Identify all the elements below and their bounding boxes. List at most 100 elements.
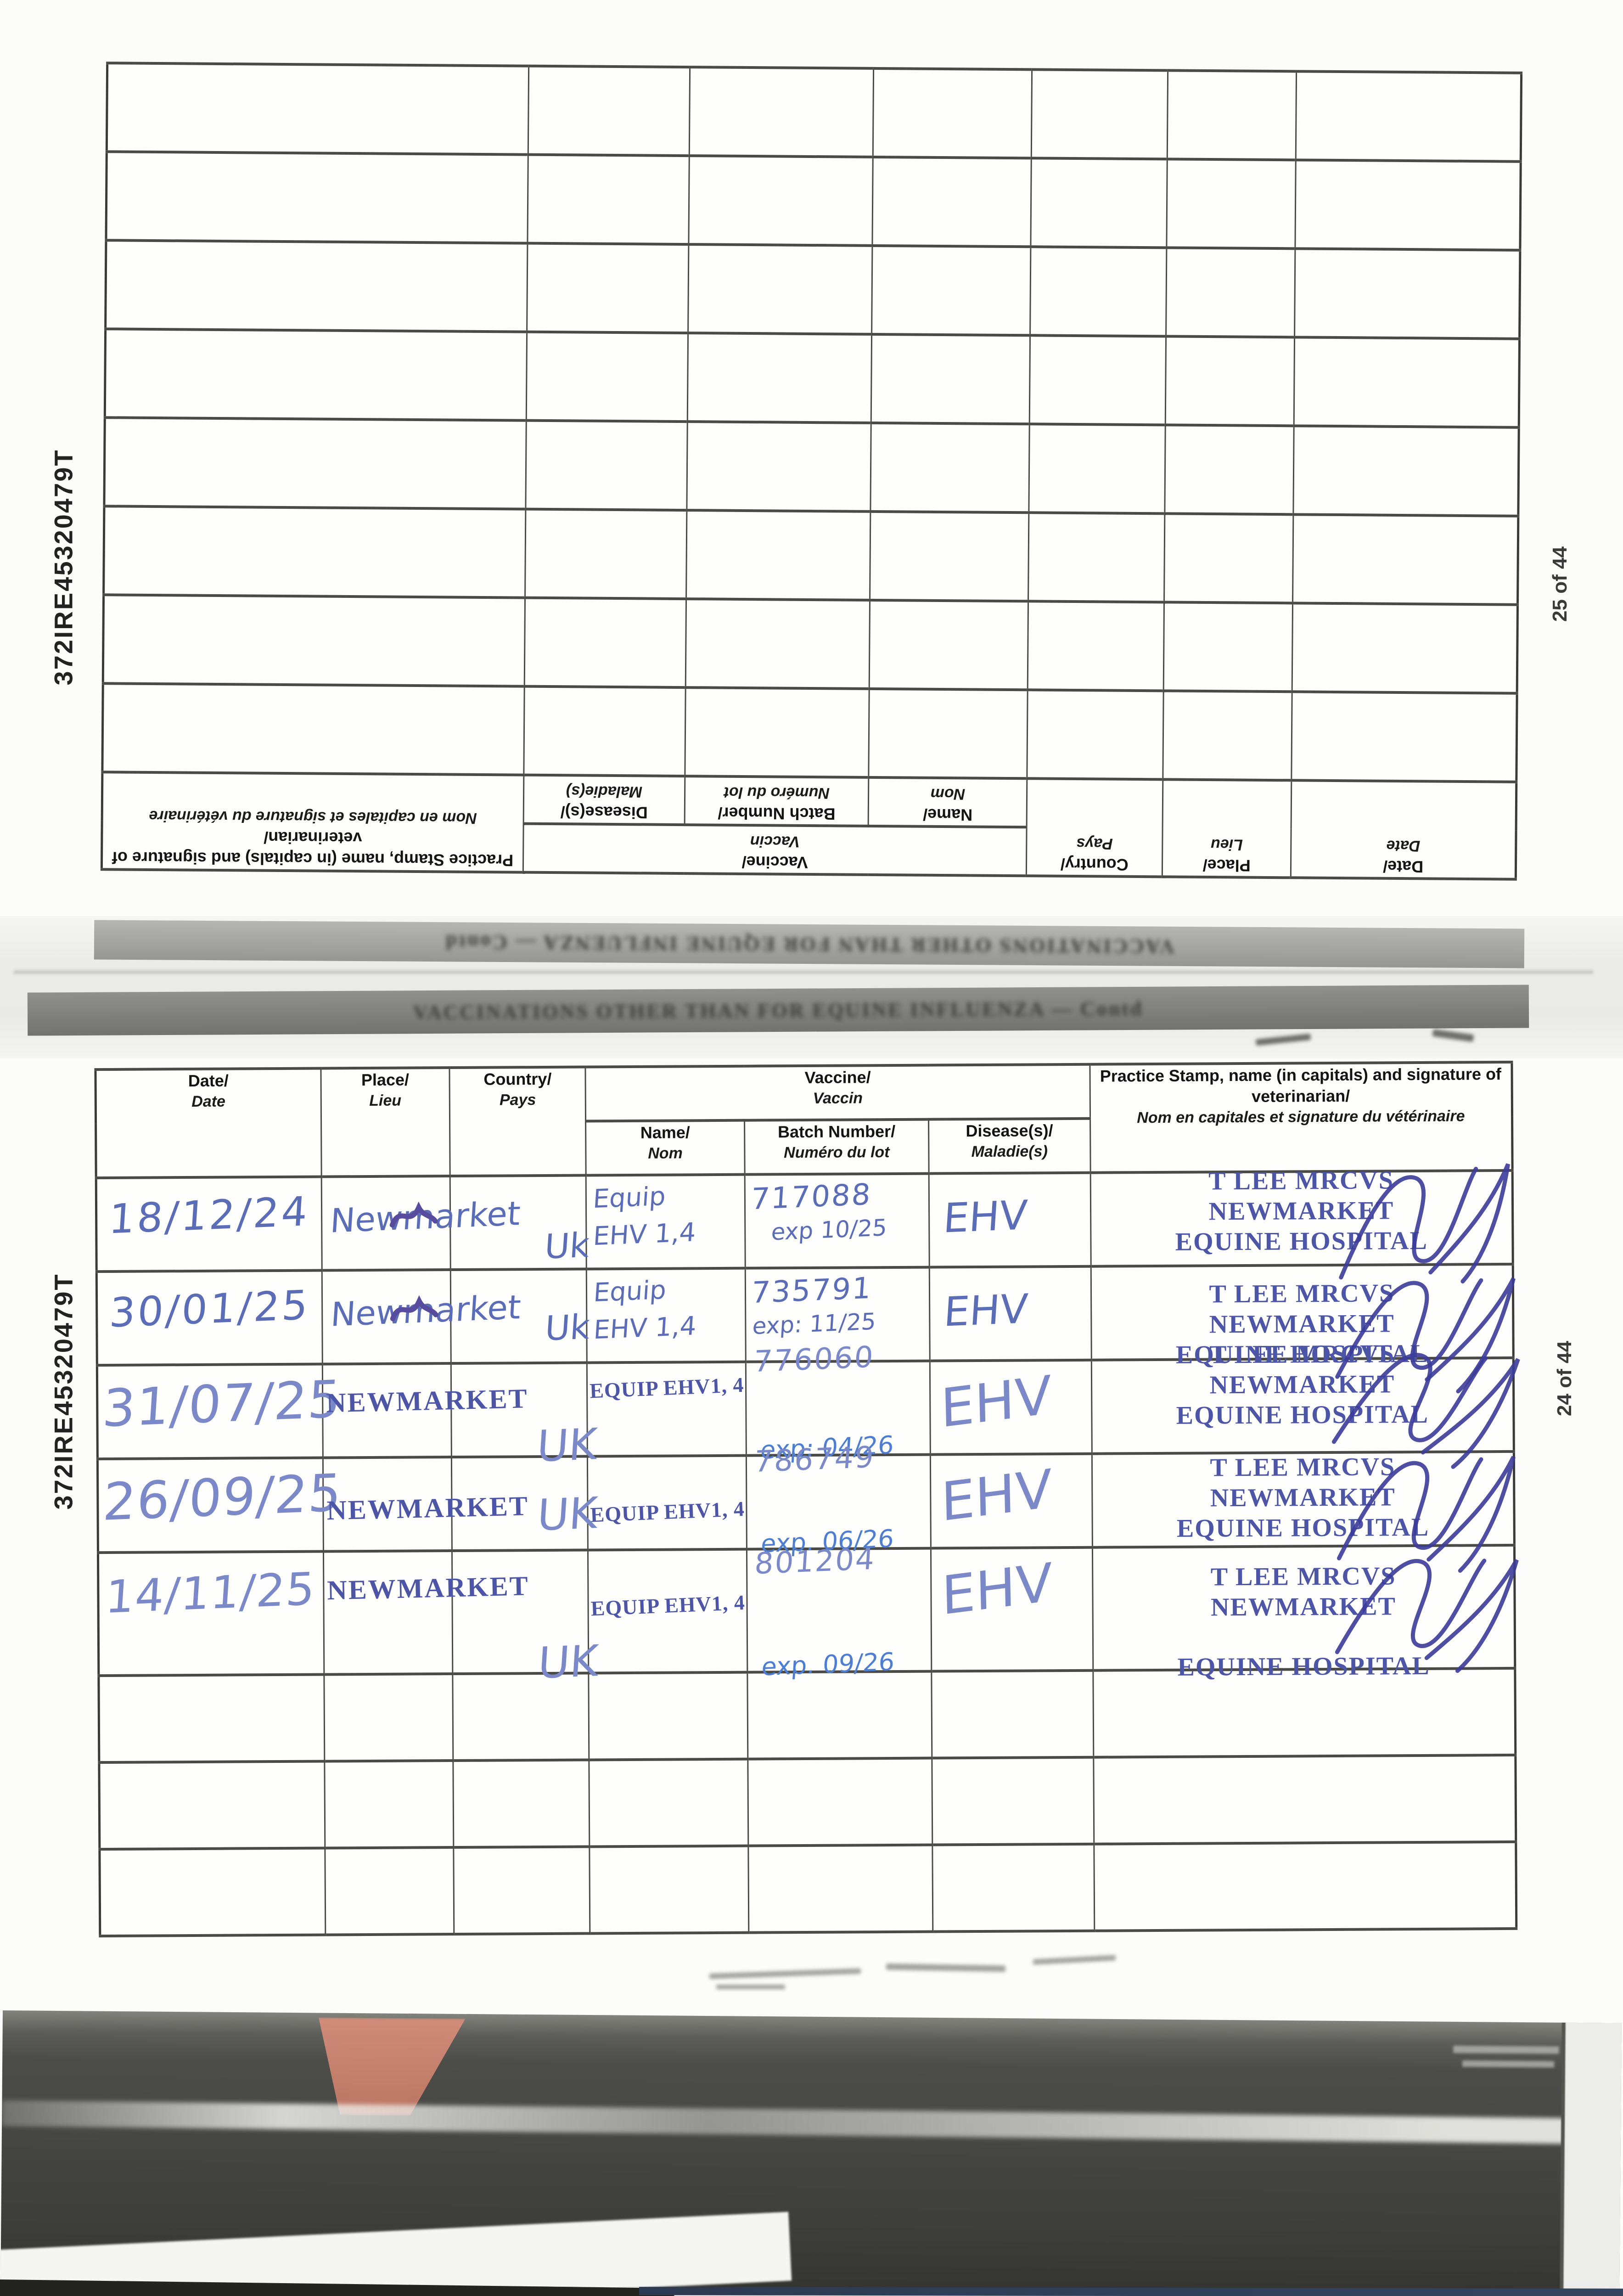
fold-highlight-line	[14, 970, 1593, 974]
handwritten-date: 30/01/25	[108, 1281, 312, 1337]
ink-blotch	[390, 1295, 438, 1322]
date-cell: 26/09/25	[97, 1458, 344, 1553]
section-title-mirrored: VACCINATIONS OTHER THAN FOR EQUINE INFLU…	[444, 930, 1174, 958]
header-place: Place/ Lieu	[320, 1068, 450, 1177]
vaccine-name-cell: EQUIP EHV1, 4	[587, 1455, 747, 1550]
document-number-top: 372IRE45320479T	[49, 449, 78, 686]
empty-row	[105, 329, 1520, 428]
handwritten-date: 31/07/25	[101, 1369, 344, 1439]
handwritten-country: UK	[535, 1419, 599, 1472]
place-cell: Newmarket	[321, 1270, 522, 1364]
place-cell: NEWMARKET	[323, 1551, 529, 1675]
pencil-smudge	[716, 1985, 785, 1989]
empty-row	[103, 506, 1518, 605]
handwritten-country: Uk	[544, 1307, 591, 1349]
header-place: Place/ Lieu	[1162, 779, 1292, 878]
signature-scribble	[1337, 1456, 1516, 1573]
date-cell: 30/01/25	[96, 1270, 322, 1366]
date-cell: 31/07/25	[97, 1364, 343, 1459]
handwritten-vaccine-name: EHV 1,4	[593, 1311, 697, 1345]
vaccination-row: 18/12/24 Newmarket Uk Equip EHV 1,4 7170…	[96, 1163, 1513, 1284]
scanned-page-edge-photo	[0, 2010, 1622, 2295]
handwritten-batch-number: 786749	[753, 1440, 876, 1480]
light-glint	[1453, 2045, 1559, 2054]
handwritten-date: 18/12/24	[107, 1187, 311, 1243]
page-edge-light-column	[1560, 2017, 1622, 2295]
stamped-vaccine-name: EQUIP EHV1, 4	[590, 1497, 746, 1527]
page-number-bottom: 24 of 44	[1553, 1341, 1576, 1416]
disease-cell: EHV	[930, 1360, 1092, 1455]
fold-banner-upside-down: VACCINATIONS OTHER THAN FOR EQUINE INFLU…	[94, 920, 1525, 968]
handwritten-date: 26/09/25	[101, 1463, 344, 1533]
vaccination-table: Date/ Date Place/ Lieu Country/ Pays Vac…	[94, 1060, 1520, 1938]
header-disease: Disease(s)/ Maladie(s)	[928, 1118, 1090, 1174]
handwritten-date: 14/11/25	[104, 1563, 317, 1624]
header-vaccine-group: Vaccine/ Vaccin	[585, 1064, 1090, 1121]
header-date: Date/ Date	[95, 1068, 321, 1178]
header-date: Date/ Date	[1291, 780, 1516, 879]
handwritten-batch-number: 801204	[753, 1542, 877, 1581]
date-cell: 14/11/25	[98, 1551, 324, 1676]
handwritten-batch-number: 776060	[752, 1340, 876, 1379]
signature-scribble	[1339, 1163, 1511, 1284]
country-cell: Uk	[450, 1269, 591, 1364]
document-number-bottom: 372IRE45320479T	[49, 1273, 78, 1510]
empty-row	[102, 683, 1517, 782]
place-cell: NEWMARKET	[322, 1363, 528, 1458]
empty-row	[99, 1841, 1516, 1936]
vaccine-name-cell: Equip EHV 1,4	[586, 1268, 746, 1363]
stamped-vaccine-name: EQUIP EHV1, 4	[589, 1373, 745, 1403]
stamp-cell: T LEE MRCVS NEWMARKET EQUINE HOSPITAL	[1092, 1545, 1519, 1682]
stamped-place: NEWMARKET	[326, 1570, 529, 1606]
handwritten-vaccine-name: Equip	[593, 1275, 668, 1308]
pencil-smudge	[1033, 1955, 1116, 1965]
empty-row	[99, 1755, 1516, 1850]
empty-row	[103, 595, 1518, 693]
red-object-blur	[294, 2017, 466, 2116]
disease-cell: EHV	[929, 1172, 1091, 1267]
disease-cell: EHV	[929, 1266, 1091, 1361]
place-cell: Newmarket	[321, 1176, 522, 1271]
handwritten-disease: EHV	[940, 1364, 1052, 1440]
pencil-smudge	[709, 1968, 861, 1979]
header-country: Country/ Pays	[449, 1067, 586, 1176]
batch-cell: 801204 exp. 09/26	[747, 1542, 932, 1682]
signature-scribble	[1331, 1353, 1520, 1469]
navy-bottom-strip	[639, 2287, 1623, 2296]
header-disease: Disease(s)/ Maladie(s)	[523, 775, 685, 825]
country-cell: Uk	[450, 1175, 591, 1270]
signature-scribble	[1335, 1559, 1519, 1673]
vaccination-row: 26/09/25 NEWMARKET UK EQUIP EHV1, 4 7867…	[97, 1441, 1516, 1573]
handwritten-disease: EHV	[942, 1285, 1029, 1336]
light-streak	[1, 2100, 1572, 2144]
ink-smudge	[1432, 1029, 1474, 1042]
handwritten-vaccine-name: EHV 1,4	[592, 1217, 697, 1252]
batch-cell: 786749 exp. 06/26	[746, 1441, 931, 1559]
stamped-vaccine-name: EQUIP EHV1, 4	[590, 1590, 746, 1621]
header-name: Name/ Nom	[585, 1120, 745, 1176]
page-fold-scan-band: VACCINATIONS OTHER THAN FOR EQUINE INFLU…	[0, 916, 1623, 1058]
handwritten-vaccine-name: Equip	[592, 1181, 667, 1215]
pencil-smudge	[886, 1963, 1006, 1972]
handwritten-country: UK	[536, 1636, 600, 1689]
fold-banner: VACCINATIONS OTHER THAN FOR EQUINE INFLU…	[27, 985, 1529, 1036]
disease-cell: EHV	[931, 1547, 1093, 1671]
batch-cell: 776060 exp: 04/26	[746, 1340, 931, 1465]
header-practice-stamp: Practice Stamp, name (in capitals) and s…	[101, 772, 524, 872]
ink-smudge	[1255, 1033, 1311, 1046]
header-batch: Batch Number/ Numéro du lot	[744, 1119, 929, 1175]
disease-cell: EHV	[930, 1453, 1093, 1548]
vaccination-row: 14/11/25 NEWMARKET UK EQUIP EHV1, 4 8012…	[98, 1542, 1519, 1688]
stamped-place: NEWMARKET	[326, 1491, 529, 1526]
ink-blotch	[389, 1202, 438, 1228]
empty-row	[98, 1668, 1516, 1763]
vaccination-table-bottom: Date/ Date Place/ Lieu Country/ Pays Vac…	[94, 1060, 1520, 1938]
handwritten-disease: EHV	[942, 1191, 1029, 1242]
handwritten-country: UK	[535, 1488, 599, 1541]
empty-row	[106, 152, 1521, 250]
handwritten-expiry: exp 10/25	[770, 1214, 888, 1246]
handwritten-expiry: exp. 09/26	[760, 1647, 896, 1682]
country-cell: UK	[452, 1550, 600, 1688]
place-cell: NEWMARKET	[322, 1457, 529, 1552]
